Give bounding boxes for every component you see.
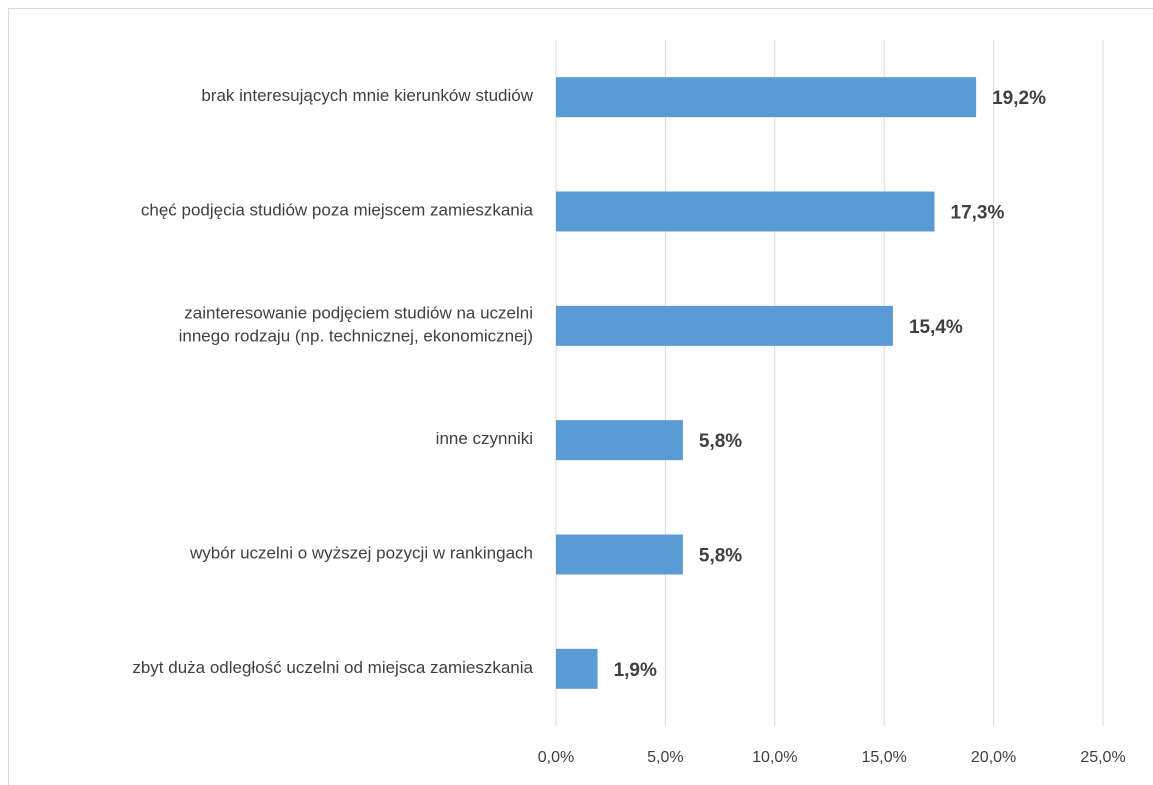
- bar: [556, 420, 683, 461]
- bar: [556, 77, 977, 118]
- category-label: zainteresowanie podjęciem studiów na ucz…: [179, 304, 533, 346]
- x-tick-label: 15,0%: [862, 749, 907, 766]
- category-label: wybór uczelni o wyższej pozycji w rankin…: [189, 544, 533, 563]
- data-label: 5,8%: [699, 431, 742, 452]
- x-tick-label: 10,0%: [752, 749, 797, 766]
- data-label: 19,2%: [992, 88, 1046, 109]
- data-label: 1,9%: [614, 660, 657, 681]
- data-label: 15,4%: [909, 317, 963, 338]
- x-tick-label: 20,0%: [971, 749, 1016, 766]
- bar: [556, 305, 893, 346]
- x-tick-label: 0,0%: [538, 749, 574, 766]
- category-label: inne czynniki: [436, 430, 533, 449]
- category-label: brak interesujących mnie kierunków studi…: [201, 87, 533, 106]
- data-label: 17,3%: [951, 203, 1005, 224]
- bar: [556, 534, 683, 575]
- x-tick-label: 25,0%: [1080, 749, 1125, 766]
- x-tick-label: 5,0%: [647, 749, 683, 766]
- category-label: chęć podjęcia studiów poza miejscem zami…: [141, 201, 534, 220]
- data-label: 5,8%: [699, 546, 742, 567]
- category-label: zbyt duża odległość uczelni od miejsca z…: [132, 658, 533, 677]
- bar: [556, 648, 598, 689]
- bar: [556, 191, 935, 232]
- chart-border: [8, 8, 1153, 785]
